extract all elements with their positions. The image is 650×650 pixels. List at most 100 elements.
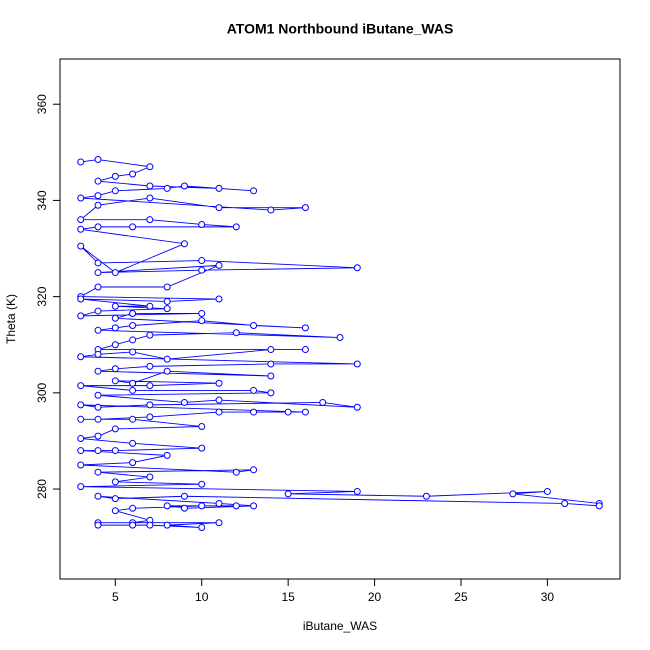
data-point <box>319 398 327 406</box>
data-point <box>163 502 171 510</box>
data-point <box>198 502 206 510</box>
data-point <box>180 398 188 406</box>
data-point <box>94 326 102 334</box>
data-point <box>215 408 223 416</box>
data-point <box>146 362 154 370</box>
data-point <box>146 401 154 409</box>
data-point <box>77 295 85 303</box>
y-tick-label: 340 <box>35 190 49 210</box>
data-point <box>77 483 85 491</box>
data-point <box>146 182 154 190</box>
data-point <box>232 468 240 476</box>
data-point <box>353 403 361 411</box>
data-point <box>180 504 188 512</box>
data-point <box>94 223 102 231</box>
data-point <box>353 487 361 495</box>
data-point <box>198 524 206 532</box>
data-point <box>129 223 137 231</box>
data-point <box>77 353 85 361</box>
data-point <box>129 170 137 178</box>
data-point <box>215 519 223 527</box>
data-point <box>94 201 102 209</box>
data-point <box>163 184 171 192</box>
data-point <box>94 468 102 476</box>
data-point <box>215 261 223 269</box>
data-point <box>267 206 275 214</box>
x-tick-label: 25 <box>454 590 468 604</box>
data-point <box>163 451 171 459</box>
data-point <box>111 365 119 373</box>
data-point <box>163 367 171 375</box>
data-point <box>353 360 361 368</box>
data-point <box>284 408 292 416</box>
data-point <box>129 386 137 394</box>
data-point <box>163 283 171 291</box>
data-point <box>94 521 102 529</box>
data-point <box>198 266 206 274</box>
data-point <box>111 172 119 180</box>
x-tick-label: 15 <box>281 590 295 604</box>
data-point <box>129 415 137 423</box>
data-point <box>353 264 361 272</box>
x-tick-label: 30 <box>541 590 555 604</box>
x-tick-label: 5 <box>112 590 119 604</box>
data-point <box>129 379 137 387</box>
data-point <box>198 480 206 488</box>
data-point <box>180 492 188 500</box>
data-point <box>198 444 206 452</box>
data-point <box>180 240 188 248</box>
data-point <box>77 194 85 202</box>
data-point <box>215 184 223 192</box>
data-point <box>198 220 206 228</box>
data-point <box>215 499 223 507</box>
data-point <box>129 504 137 512</box>
data-point <box>94 307 102 315</box>
data-point <box>336 334 344 342</box>
data-point <box>111 507 119 515</box>
data-point <box>215 379 223 387</box>
data-point <box>250 386 258 394</box>
data-point <box>77 447 85 455</box>
data-point <box>77 312 85 320</box>
data-point <box>267 346 275 354</box>
data-point <box>198 423 206 431</box>
data-point <box>111 341 119 349</box>
data-point <box>94 156 102 164</box>
data-point <box>198 309 206 317</box>
data-point <box>215 204 223 212</box>
data-point <box>250 187 258 195</box>
data-point <box>129 336 137 344</box>
data-point <box>267 372 275 380</box>
data-point <box>94 350 102 358</box>
data-point <box>94 447 102 455</box>
data-point <box>146 194 154 202</box>
data-point <box>146 521 154 529</box>
data-point <box>146 413 154 421</box>
y-axis-label: Theta (K) <box>4 294 18 344</box>
x-axis-label: iButane_WAS <box>303 619 377 633</box>
data-point <box>215 295 223 303</box>
data-point <box>250 321 258 329</box>
data-point <box>146 473 154 481</box>
y-tick-label: 360 <box>35 94 49 114</box>
data-point <box>301 346 309 354</box>
data-point <box>94 192 102 200</box>
data-point <box>94 367 102 375</box>
data-point <box>301 204 309 212</box>
data-point <box>94 269 102 277</box>
data-point <box>198 257 206 265</box>
data-point <box>77 435 85 443</box>
data-point <box>129 439 137 447</box>
data-point <box>509 490 517 498</box>
data-point <box>111 377 119 385</box>
data-point <box>94 259 102 267</box>
data-point <box>267 360 275 368</box>
data-point <box>215 396 223 404</box>
data-point <box>129 348 137 356</box>
data-point <box>146 216 154 224</box>
data-point <box>284 490 292 498</box>
data-point <box>146 163 154 171</box>
x-tick-label: 10 <box>195 590 209 604</box>
